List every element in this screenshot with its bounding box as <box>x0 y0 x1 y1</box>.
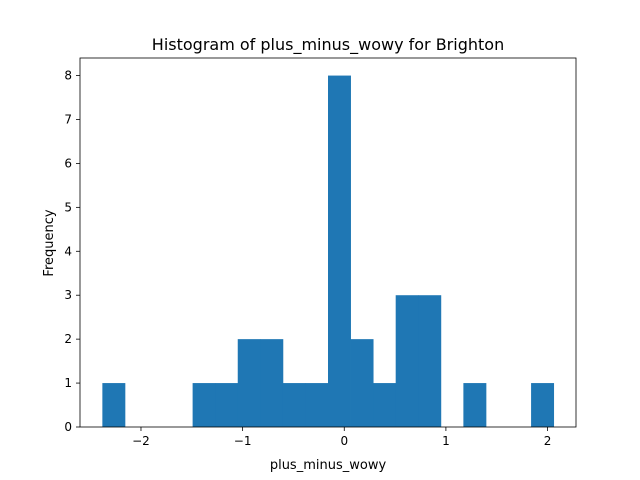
y-tick-label: 4 <box>64 244 72 258</box>
histogram-bar <box>418 295 442 427</box>
x-tick-label: 2 <box>544 434 552 448</box>
y-tick-label: 7 <box>64 113 72 127</box>
x-tick-label: 0 <box>340 434 348 448</box>
x-axis-label: plus_minus_wowy <box>270 458 387 473</box>
histogram-bars <box>102 75 555 428</box>
chart-title: Histogram of plus_minus_wowy for Brighto… <box>152 35 504 55</box>
histogram-bar <box>305 383 329 427</box>
histogram-bar <box>215 383 239 427</box>
y-tick-label: 2 <box>64 332 72 346</box>
x-tick-label: 1 <box>442 434 450 448</box>
y-axis-label: Frequency <box>42 209 57 276</box>
histogram-bar <box>260 339 284 427</box>
histogram-bar <box>395 295 419 427</box>
plot-frame <box>79 57 577 428</box>
histogram-bar <box>192 383 216 427</box>
y-tick-label: 0 <box>64 420 72 434</box>
y-tick-label: 3 <box>64 288 72 302</box>
histogram-bar <box>237 339 261 427</box>
histogram-bar <box>102 383 126 427</box>
y-tick-label: 6 <box>64 156 72 170</box>
histogram-bar <box>328 75 351 428</box>
histogram-bar <box>350 339 374 427</box>
y-tick-label: 1 <box>64 376 72 390</box>
histogram-bar <box>463 383 487 427</box>
histogram-bar <box>282 383 306 427</box>
y-tick-label: 8 <box>64 69 72 83</box>
histogram-bar <box>531 383 555 427</box>
x-tick-label: −2 <box>132 434 150 448</box>
histogram-bar <box>373 383 397 427</box>
y-tick-label: 5 <box>64 200 72 214</box>
y-axis-ticks: 0 1 2 3 4 5 6 7 8 <box>64 69 80 434</box>
x-axis-ticks: −2 −1 0 1 2 <box>132 427 551 448</box>
x-tick-label: −1 <box>234 434 252 448</box>
